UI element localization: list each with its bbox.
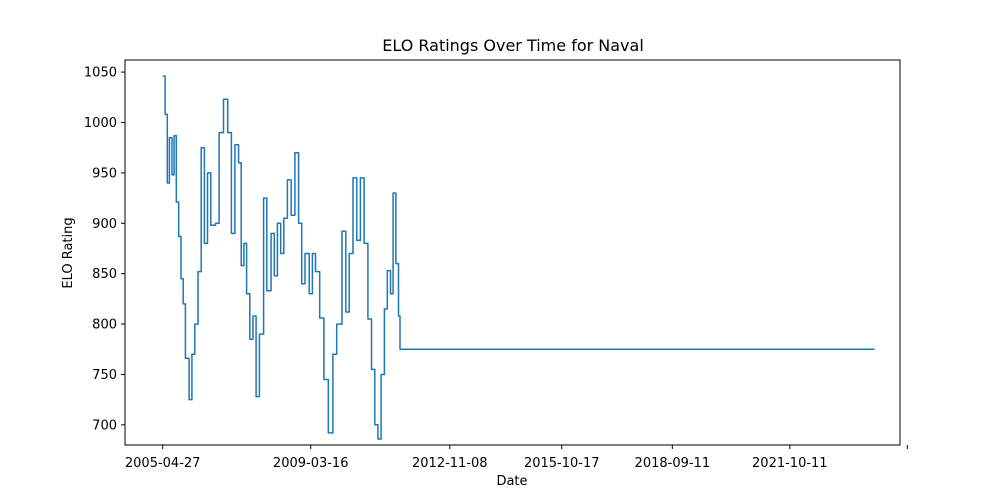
- x-tick-label: 2012-11-08: [412, 456, 488, 471]
- y-axis: 700 750 800 850 900 950 1000 1050: [84, 66, 125, 433]
- plot-frame: [124, 59, 901, 446]
- x-tick-label: 2021-10-11: [752, 456, 828, 471]
- y-tick-label: 750: [92, 368, 117, 383]
- x-tick-label: 2009-03-16: [273, 456, 349, 471]
- y-tick-label: 1000: [84, 116, 117, 131]
- y-axis-label: ELO Rating: [61, 217, 76, 288]
- x-axis-label: Date: [496, 474, 527, 489]
- y-tick-label: 950: [92, 166, 117, 181]
- y-tick-label: 1050: [84, 66, 117, 81]
- chart-title: ELO Ratings Over Time for Naval: [382, 36, 644, 55]
- y-tick-label: 850: [92, 267, 117, 282]
- x-tick-label: 2015-10-17: [524, 456, 600, 471]
- x-tick-label: 2005-04-27: [125, 456, 201, 471]
- y-tick-label: 700: [92, 418, 117, 433]
- y-tick-label: 900: [92, 217, 117, 232]
- x-tick-label: 2018-09-11: [635, 456, 711, 471]
- y-tick-label: 800: [92, 318, 117, 333]
- x-axis: 2005-04-27 2009-03-16 2012-11-08 2015-10-17…: [125, 445, 908, 471]
- series-line: [162, 75, 875, 440]
